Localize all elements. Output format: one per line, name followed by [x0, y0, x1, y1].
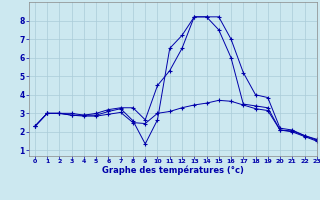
X-axis label: Graphe des températures (°c): Graphe des températures (°c) [102, 166, 244, 175]
